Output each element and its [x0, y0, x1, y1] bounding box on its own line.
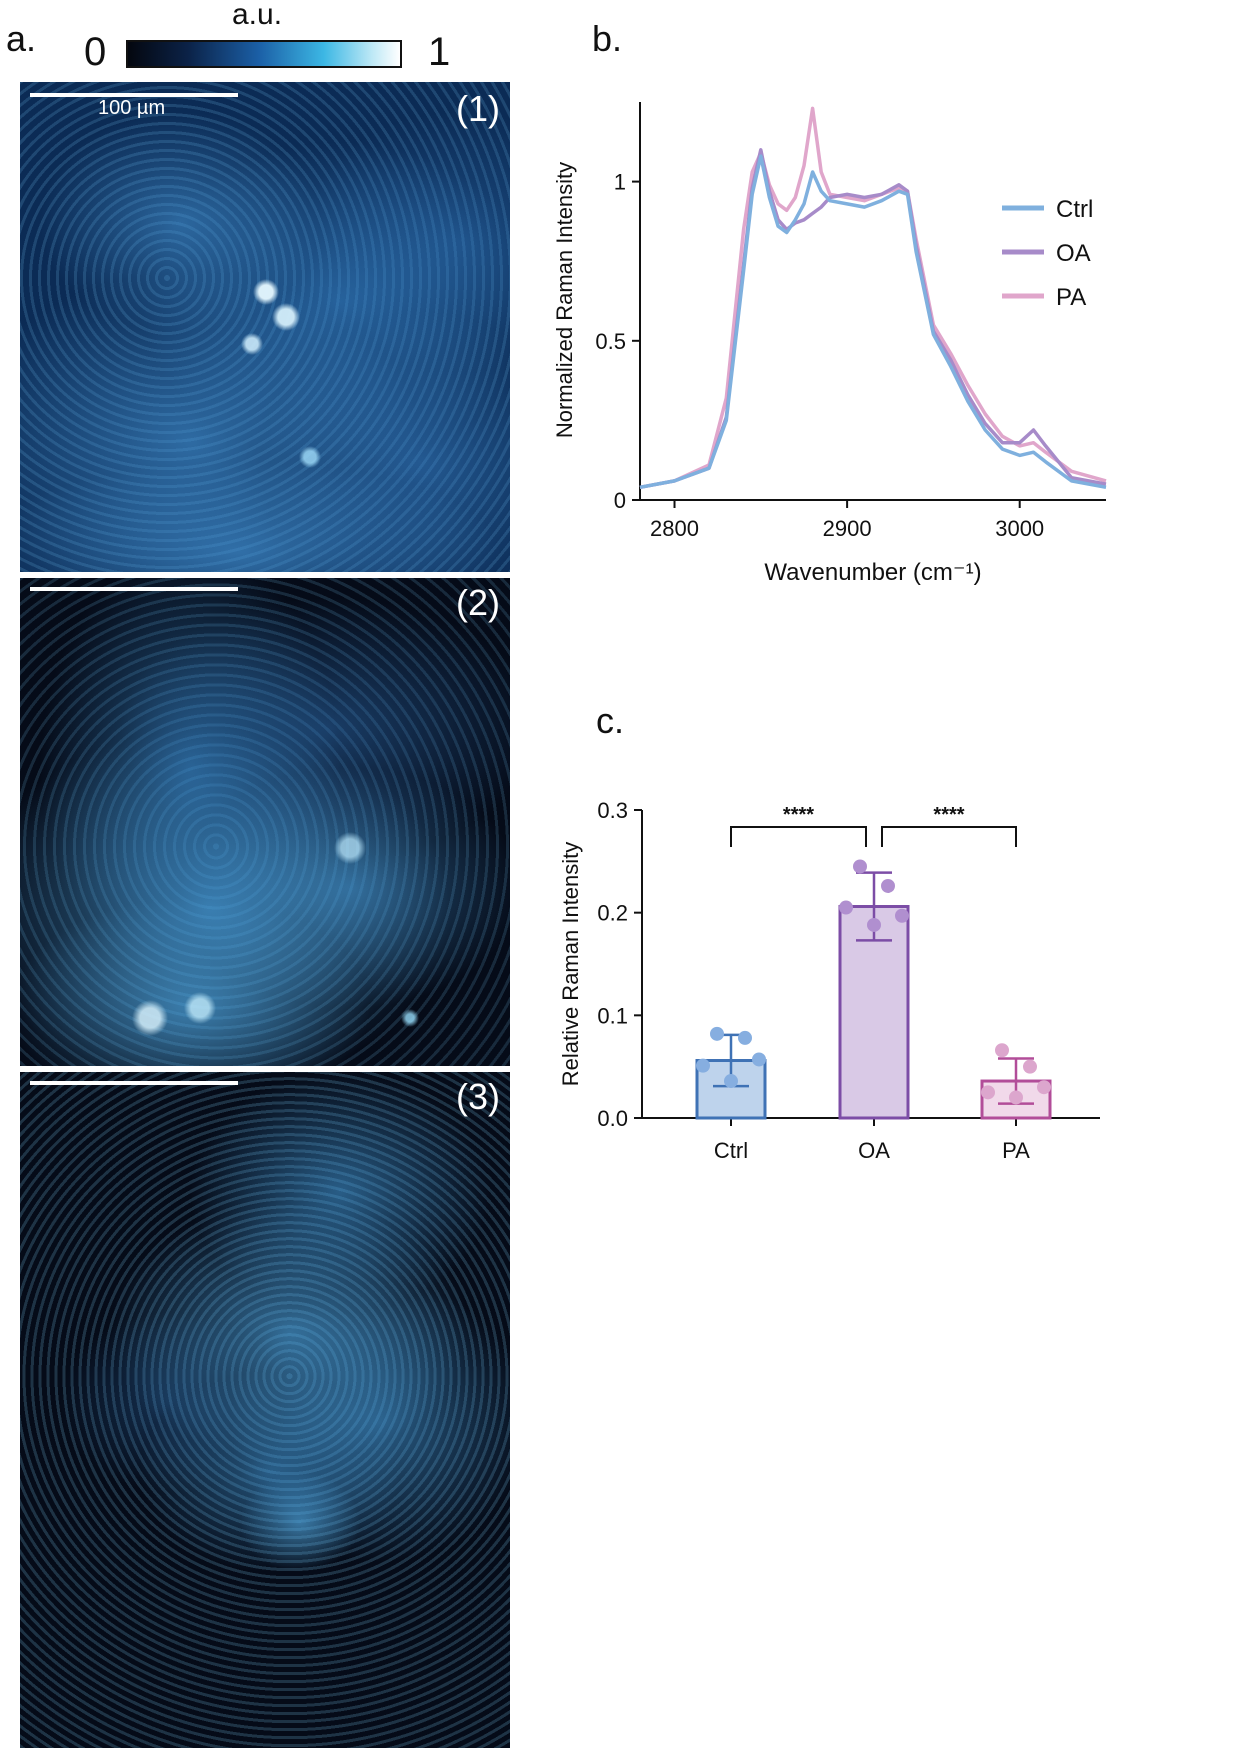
micrograph-3-label: (3): [456, 1076, 500, 1117]
significance-bracket: [881, 826, 1017, 847]
colorbar: [126, 40, 402, 68]
bar-series: [695, 859, 1052, 1120]
x-tick-label: 2900: [823, 516, 872, 541]
x-tick-label: PA: [1002, 1138, 1030, 1163]
scale-bar: [30, 1081, 238, 1085]
legend-label-pa: PA: [1056, 284, 1086, 311]
raman-spectra-chart: 0 0.5 1 2800 2900 3000 Ctrl OA PA Normalized Ra…: [552, 102, 1107, 586]
data-point-pa: [1009, 1090, 1023, 1105]
series-line-pa: [639, 106, 1107, 490]
bar-y-axis-label: Relative Raman Intensity: [558, 842, 583, 1087]
significance-brackets: **** ****: [730, 804, 1017, 847]
relative-intensity-bar-chart: 0.0 0.1 0.2 0.3 Ctrl OA PA **** **** Relative R…: [558, 798, 1100, 1163]
colorbar-title: a.u.: [232, 0, 283, 31]
micrograph-3-tissue: [20, 1072, 510, 1748]
data-point-ctrl: [696, 1058, 710, 1073]
data-point-ctrl: [710, 1026, 724, 1041]
y-tick-label: 0.2: [597, 901, 628, 926]
significance-label: ****: [933, 804, 964, 826]
panel-label-c: c.: [596, 700, 625, 741]
spectra-series: [639, 106, 1107, 490]
data-point-pa: [1037, 1080, 1051, 1095]
spectra-x-axis-label: Wavenumber (cm⁻¹): [764, 559, 981, 586]
scale-bar-label: 100 µm: [98, 97, 166, 119]
legend-label-ctrl: Ctrl: [1056, 196, 1093, 223]
y-tick-label: 0: [614, 488, 626, 513]
spectra-axes: [639, 102, 1106, 501]
data-point-pa: [981, 1085, 995, 1100]
data-point-ctrl: [752, 1052, 766, 1067]
bar-oa: [838, 905, 910, 1120]
spectra-y-axis-label: Normalized Raman Intensity: [552, 162, 577, 438]
y-tick-label: 0.5: [595, 329, 626, 354]
micrograph-1: 100 µm (1): [20, 82, 510, 572]
data-point-oa: [881, 878, 895, 893]
data-point-oa: [867, 917, 881, 932]
data-point-ctrl: [724, 1074, 738, 1089]
y-tick-label: 0.1: [597, 1003, 628, 1028]
y-tick-label: 0.3: [597, 798, 628, 823]
micrograph-2-label: (2): [456, 582, 500, 623]
panel-label-a: a.: [6, 18, 37, 59]
scale-bar: [30, 93, 238, 97]
x-tick-label: 3000: [995, 516, 1044, 541]
x-tick-label: 2800: [650, 516, 699, 541]
data-point-ctrl: [738, 1030, 752, 1045]
x-tick-label: Ctrl: [714, 1138, 748, 1163]
y-tick-label: 0.0: [597, 1106, 628, 1131]
micrograph-3: (3): [20, 1072, 510, 1748]
micrograph-1-tissue: [20, 82, 510, 572]
data-point-oa: [853, 859, 867, 874]
spectra-ticks: 0 0.5 1 2800 2900 3000: [595, 170, 1044, 541]
data-point-pa: [995, 1043, 1009, 1058]
colorbar-min-label: 0: [84, 30, 107, 74]
data-point-oa: [839, 900, 853, 915]
micrograph-2: (2): [20, 578, 510, 1066]
legend-label-oa: OA: [1056, 240, 1091, 267]
series-line-ctrl: [639, 154, 1107, 490]
micrograph-1-label: (1): [456, 88, 500, 129]
data-point-pa: [1023, 1059, 1037, 1074]
series-line-oa: [639, 148, 1107, 490]
spectra-legend: Ctrl OA PA: [1002, 196, 1093, 311]
y-tick-label: 1: [614, 170, 626, 195]
micrograph-2-tissue: [20, 578, 510, 1066]
panel-label-b: b.: [592, 18, 623, 59]
colorbar-max-label: 1: [428, 30, 451, 74]
significance-bracket: [730, 826, 867, 847]
data-point-oa: [895, 908, 909, 923]
significance-label: ****: [783, 804, 814, 826]
x-tick-label: OA: [858, 1138, 890, 1163]
scale-bar: [30, 587, 238, 591]
